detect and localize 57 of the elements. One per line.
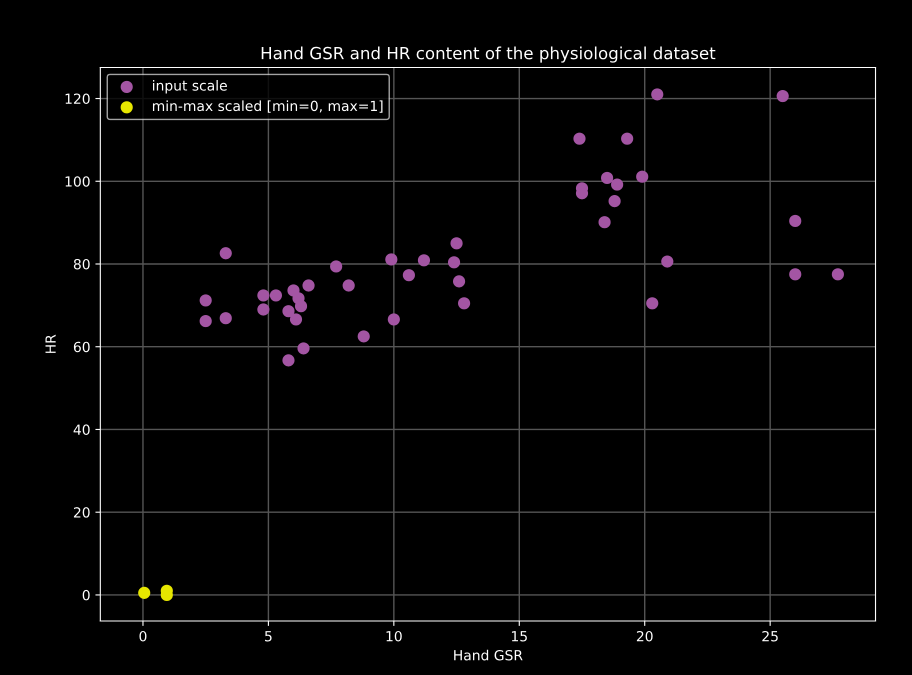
y-tick-label: 120 [66,93,90,104]
x-tick-label: 0 [139,630,146,642]
point [789,214,802,228]
chart-title: Hand GSR and HR content of the physiological dataset [262,46,716,63]
legend-label: min-max scaled [min=0, max=1] [152,100,382,113]
point [611,178,624,191]
point [257,289,270,302]
y-tick-label: 80 [74,258,90,270]
y-tick-label: 100 [66,176,90,187]
x-tick-label: 15 [512,631,527,642]
y-axis-title: HR [46,334,56,353]
point [385,253,398,266]
point [330,260,342,273]
point [598,216,611,228]
point [646,297,658,310]
point [452,275,466,288]
point [621,132,634,145]
x-tick-label: 20 [636,630,653,642]
point [200,315,212,328]
point [342,279,355,292]
point [257,303,270,316]
point [402,269,415,282]
point [282,305,295,318]
x-tick-label: 5 [265,631,272,642]
point [282,354,295,366]
y-tick-label: 0 [82,590,90,600]
point [450,237,463,250]
point [776,90,789,102]
point [418,254,430,266]
point [297,342,310,354]
point [458,297,470,310]
point [448,256,460,268]
point [290,313,302,326]
point [294,300,308,312]
point [601,172,614,184]
point [651,88,664,100]
point [832,268,844,280]
y-tick-label: 40 [74,424,90,435]
y-tick-label: 60 [74,342,90,352]
point [302,279,315,292]
x-axis-title: Hand GSR [454,650,523,660]
point [573,132,586,145]
point [636,170,648,183]
point [270,289,282,302]
x-tick-label: 10 [386,630,402,642]
point [661,255,674,268]
point [138,586,150,599]
legend-label: input scale [153,80,227,94]
point [608,195,621,208]
point [388,313,400,326]
y-tick-label: 20 [74,507,90,518]
point [220,312,232,324]
point [358,330,370,342]
point [789,268,802,280]
x-tick-label: 25 [762,630,778,642]
point [220,247,232,260]
point [200,294,212,306]
